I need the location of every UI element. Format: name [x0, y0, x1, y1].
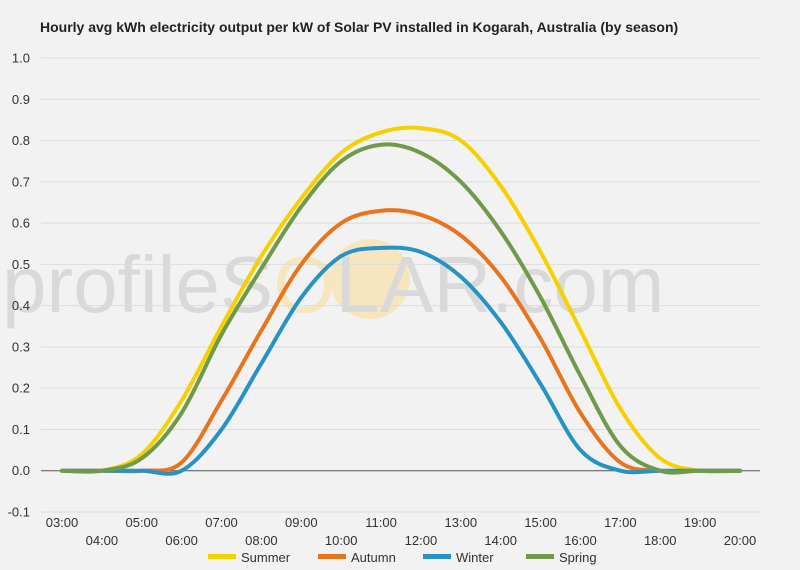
legend-swatch-autumn [318, 554, 346, 559]
x-tick-label: 16:00 [564, 533, 597, 548]
y-tick-label: -0.1 [8, 505, 30, 520]
x-tick-label: 03:00 [46, 515, 79, 530]
x-tick-label: 11:00 [365, 515, 397, 530]
x-tick-label: 18:00 [644, 533, 677, 548]
watermark: profileSOLAR.com [2, 239, 664, 329]
y-tick-label: 0.5 [12, 257, 30, 272]
legend-label-spring: Spring [559, 550, 597, 565]
x-tick-label: 20:00 [724, 533, 757, 548]
y-tick-label: 0.7 [12, 174, 30, 189]
y-tick-label: 1.0 [12, 51, 30, 66]
x-tick-label: 08:00 [245, 533, 278, 548]
y-axis-tick-labels: 1.0 0.9 0.8 0.7 0.6 0.5 0.4 0.3 0.2 0.1 0.0 -0.1 [8, 51, 30, 520]
x-tick-label: 15:00 [524, 515, 557, 530]
x-tick-label: 04:00 [86, 533, 119, 548]
watermark-sun-icon [330, 239, 410, 319]
series-lines [60, 125, 742, 476]
x-tick-label: 14:00 [484, 533, 517, 548]
watermark-text: profileSOLAR.com [2, 240, 664, 329]
x-tick-label: 05:00 [125, 515, 158, 530]
legend-label-summer: Summer [241, 550, 291, 565]
legend-swatch-spring [526, 554, 554, 559]
x-tick-label: 13:00 [445, 515, 478, 530]
series-line-spring [60, 142, 742, 475]
x-tick-label: 09:00 [285, 515, 318, 530]
x-axis-tick-labels: 03:00 04:00 05:00 06:00 07:00 08:00 09:00 10:00… [46, 515, 757, 548]
watermark-sun-letter: O [273, 240, 335, 329]
x-tick-label: 12:00 [405, 533, 438, 548]
chart-title: Hourly avg kWh electricity output per kW… [40, 19, 679, 35]
x-tick-label: 19:00 [684, 515, 717, 530]
x-tick-label: 17:00 [604, 515, 637, 530]
legend: Summer Autumn Winter Spring [208, 550, 597, 565]
x-tick-label: 06:00 [165, 533, 198, 548]
series-line-winter [60, 245, 742, 476]
series-line-summer [60, 125, 742, 474]
x-tick-label: 07:00 [205, 515, 238, 530]
y-tick-label: 0.8 [12, 133, 30, 148]
y-tick-label: 0.2 [12, 381, 30, 396]
legend-label-autumn: Autumn [351, 550, 396, 565]
legend-label-winter: Winter [456, 550, 494, 565]
legend-swatch-winter [423, 554, 451, 559]
y-tick-label: 0.9 [12, 92, 30, 107]
series-line-autumn [60, 208, 742, 474]
watermark-right: LAR.com [335, 240, 664, 329]
legend-swatch-summer [208, 554, 236, 559]
y-tick-label: 0.1 [12, 422, 30, 437]
y-tick-label: 0.6 [12, 216, 30, 231]
x-tick-label: 10:00 [325, 533, 358, 548]
y-tick-label: 0.3 [12, 339, 30, 354]
y-tick-label: 0.4 [12, 298, 30, 313]
y-tick-label: 0.0 [12, 463, 30, 478]
